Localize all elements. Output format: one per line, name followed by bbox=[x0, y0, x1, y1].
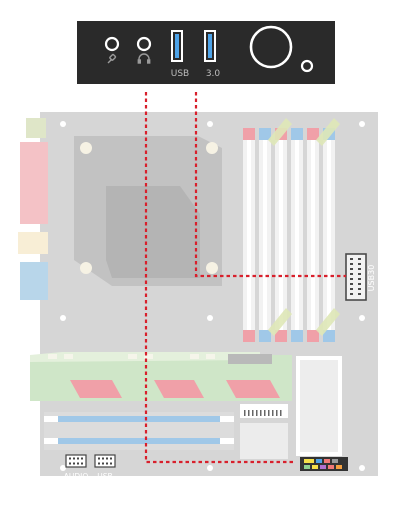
usb-port-label: USB bbox=[171, 69, 189, 79]
ram-slots bbox=[243, 118, 340, 342]
motherboard: USB30 bbox=[18, 112, 378, 481]
leader-line-audio-to-header bbox=[144, 92, 296, 464]
expansion-slot-area bbox=[30, 352, 292, 401]
front-panel-header bbox=[300, 457, 348, 471]
pci-slots bbox=[44, 412, 234, 450]
usb3-port-1 bbox=[171, 30, 183, 62]
usb-version-label: 3.0 bbox=[206, 69, 221, 79]
cpu-fan bbox=[74, 136, 222, 286]
ram-slot bbox=[307, 128, 319, 342]
ram-slot bbox=[291, 128, 303, 342]
ram-slot bbox=[259, 128, 271, 342]
usb-header-label: USB bbox=[97, 472, 112, 481]
usb30-header-label: USB30 bbox=[367, 265, 376, 292]
headphones-icon bbox=[137, 53, 151, 64]
audio-header-label: AUDIO bbox=[64, 472, 89, 481]
audio-header: AUDIO bbox=[64, 454, 89, 481]
led-icon bbox=[300, 59, 314, 73]
leader-line-usb3-to-header bbox=[194, 92, 346, 278]
usb3-port-2 bbox=[204, 30, 216, 62]
front-panel: USB 3.0 bbox=[77, 21, 335, 84]
power-button-icon bbox=[249, 25, 293, 69]
leader-lines bbox=[144, 92, 346, 464]
rear-io-connectors bbox=[18, 118, 48, 300]
microphone-jack bbox=[104, 36, 120, 64]
headphone-jack bbox=[136, 36, 152, 64]
ram-slot bbox=[323, 128, 335, 342]
ic-chips bbox=[240, 356, 342, 459]
mounting-holes bbox=[60, 121, 365, 471]
microphone-icon bbox=[107, 53, 117, 64]
usb-header: USB bbox=[94, 454, 116, 481]
ram-slot bbox=[243, 128, 255, 342]
